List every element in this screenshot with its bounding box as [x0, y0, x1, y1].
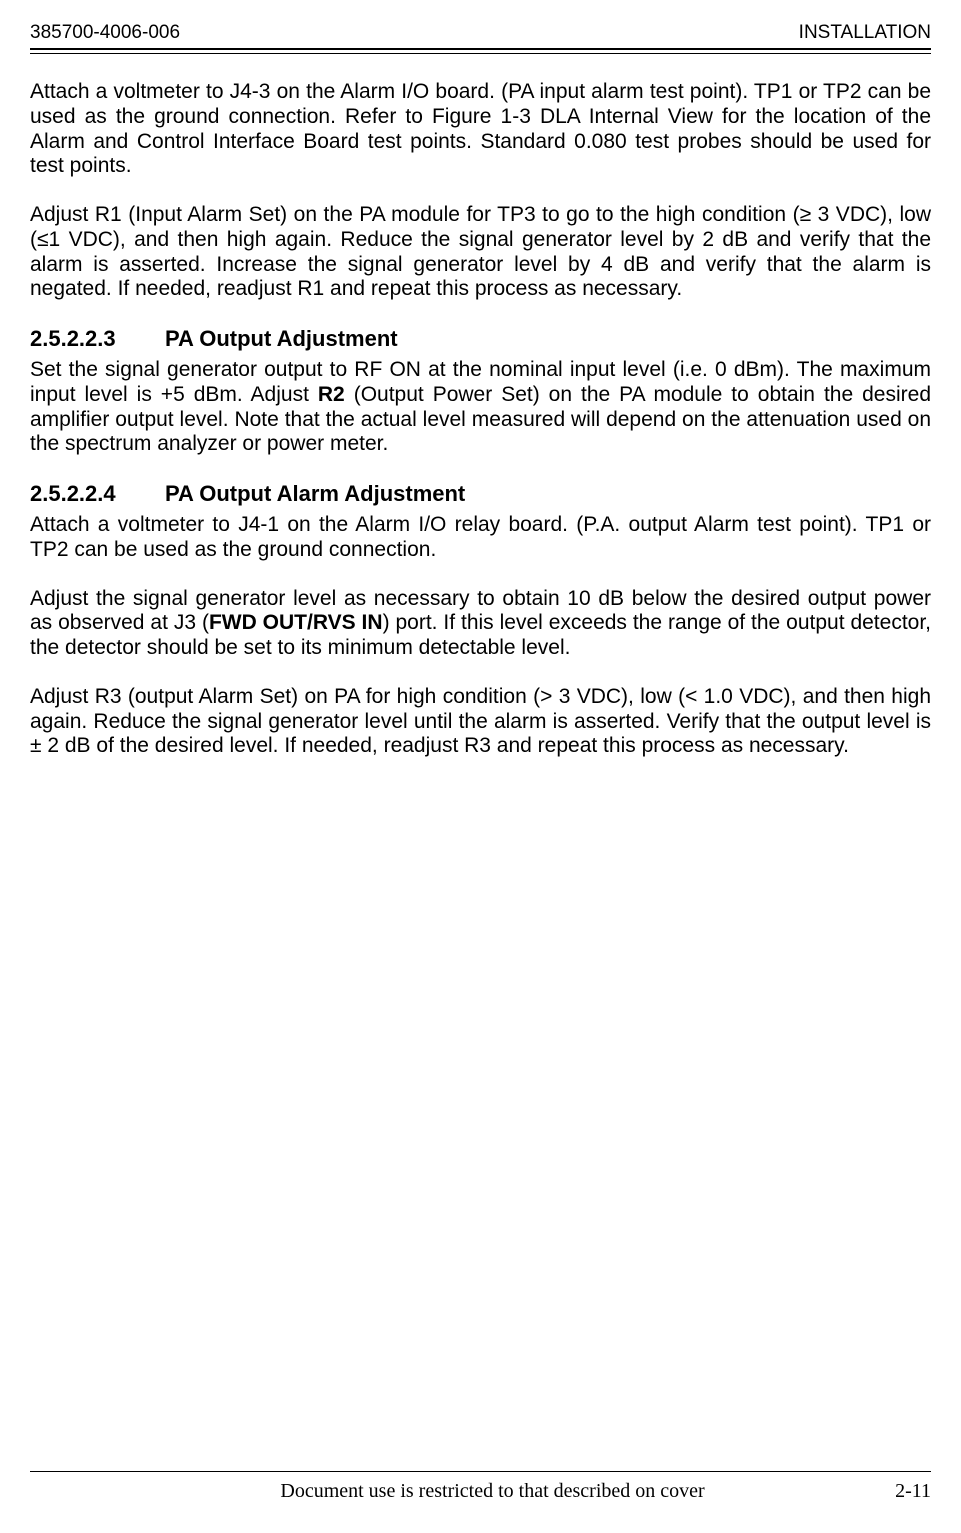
- heading-title: PA Output Adjustment: [165, 326, 398, 351]
- page-header: 385700-4006-006 INSTALLATION: [30, 22, 931, 50]
- page-footer: Document use is restricted to that descr…: [30, 1472, 931, 1503]
- page-number: 2-11: [895, 1480, 931, 1503]
- paragraph-5: Adjust the signal generator level as nec…: [30, 587, 931, 661]
- header-rule: [30, 53, 931, 54]
- heading-number: 2.5.2.2.4: [30, 481, 165, 507]
- paragraph-2: Adjust R1 (Input Alarm Set) on the PA mo…: [30, 203, 931, 302]
- section-label: INSTALLATION: [799, 22, 931, 44]
- page-content: Attach a voltmeter to J4-3 on the Alarm …: [30, 80, 931, 1461]
- heading-number: 2.5.2.2.3: [30, 326, 165, 352]
- paragraph-1: Attach a voltmeter to J4-3 on the Alarm …: [30, 80, 931, 179]
- paragraph-3-bold: R2: [318, 383, 345, 406]
- paragraph-3: Set the signal generator output to RF ON…: [30, 358, 931, 457]
- heading-pa-output-alarm-adjustment: 2.5.2.2.4PA Output Alarm Adjustment: [30, 481, 931, 507]
- paragraph-4: Attach a voltmeter to J4-1 on the Alarm …: [30, 513, 931, 563]
- heading-title: PA Output Alarm Adjustment: [165, 481, 465, 506]
- paragraph-6: Adjust R3 (output Alarm Set) on PA for h…: [30, 685, 931, 759]
- heading-pa-output-adjustment: 2.5.2.2.3PA Output Adjustment: [30, 326, 931, 352]
- doc-number: 385700-4006-006: [30, 22, 180, 44]
- footer-restriction-text: Document use is restricted to that descr…: [90, 1480, 895, 1503]
- paragraph-5-bold: FWD OUT/RVS IN: [209, 611, 383, 634]
